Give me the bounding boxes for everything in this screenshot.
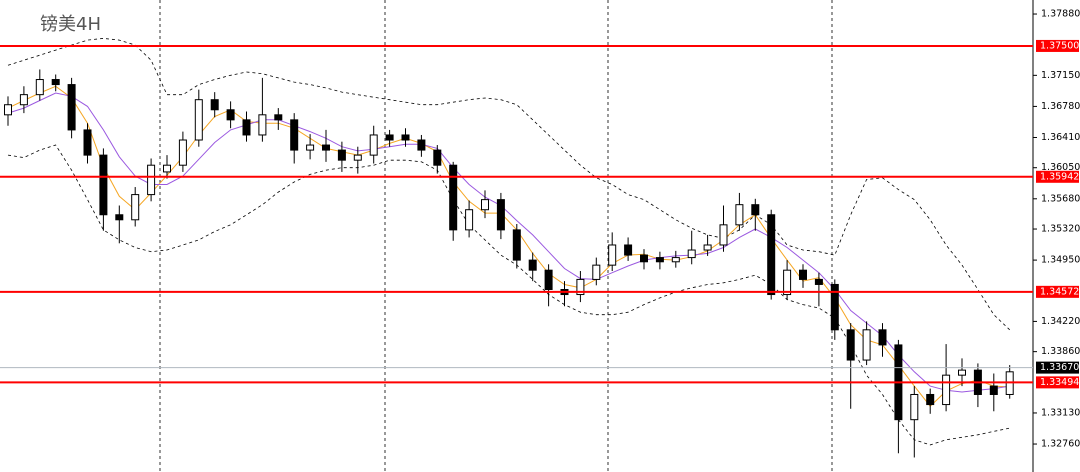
current-price-box <box>1036 361 1079 374</box>
y-tick-label: 1.32760 <box>1041 439 1080 450</box>
y-tick-label: 1.34220 <box>1041 316 1080 327</box>
current-price-label: 1.33670 <box>1040 362 1079 373</box>
candle-body <box>83 129 92 156</box>
candle-body <box>958 369 966 376</box>
y-tick-label: 1.33130 <box>1041 407 1080 418</box>
candle-body <box>989 385 998 395</box>
candle-body <box>242 119 251 136</box>
lower-band <box>7 144 1010 446</box>
candle-body <box>385 134 394 141</box>
candle-body <box>592 264 601 280</box>
y-tick-label: 1.33860 <box>1041 346 1080 357</box>
y-tick-label: 1.37880 <box>1041 9 1080 20</box>
level-box <box>1036 170 1079 183</box>
candle-body <box>35 79 44 96</box>
candle-body <box>846 329 855 361</box>
candle-body <box>926 393 935 406</box>
candle-body <box>163 164 171 173</box>
y-tick-label: 1.34950 <box>1041 255 1080 266</box>
candle-body <box>576 278 585 296</box>
candle-body <box>862 329 871 361</box>
level-box <box>1036 285 1079 298</box>
level-box <box>1036 39 1079 52</box>
candle-body <box>417 139 426 151</box>
candle-body <box>942 374 951 406</box>
candle-body <box>306 144 315 151</box>
candle-body <box>147 164 156 196</box>
candle-body <box>624 244 633 256</box>
candle-body <box>51 79 60 86</box>
candle-body <box>608 244 617 266</box>
candle-body <box>401 134 410 141</box>
candle-body <box>194 99 203 141</box>
level-label: 1.33494 <box>1040 377 1079 388</box>
candle-body <box>655 257 664 263</box>
candle-body <box>290 119 299 151</box>
candle-body <box>671 257 680 263</box>
level-label: 1.34572 <box>1040 286 1079 297</box>
candle-body <box>640 254 648 263</box>
candle-body <box>337 149 346 161</box>
moving-average <box>7 92 1010 393</box>
candle-body <box>528 259 537 271</box>
y-tick-label: 1.36410 <box>1041 132 1080 143</box>
candle-body <box>687 249 696 259</box>
candle-body <box>322 144 330 151</box>
candle-body <box>512 229 521 261</box>
candle-body <box>481 199 489 211</box>
y-tick-label: 1.35320 <box>1041 224 1080 235</box>
candle-body <box>433 149 442 166</box>
upper-band <box>7 37 1010 331</box>
y-tick-label: 1.36050 <box>1041 162 1080 173</box>
level-box <box>1036 376 1079 389</box>
level-label: 1.35942 <box>1040 171 1079 182</box>
candle-body <box>783 269 792 296</box>
candle-body <box>496 199 505 231</box>
candle-body <box>544 269 553 290</box>
candle-body <box>99 154 108 216</box>
candle-body <box>910 393 919 421</box>
candle-body <box>258 114 267 136</box>
y-tick-label: 1.35680 <box>1041 193 1080 204</box>
candle-body <box>767 214 776 296</box>
chart-title: 镑美4H <box>40 14 101 35</box>
candle-body <box>274 114 283 121</box>
candle-body <box>226 109 235 121</box>
candle-body <box>353 154 362 161</box>
candle-body <box>210 99 219 111</box>
candle-body <box>131 194 140 221</box>
y-tick-label: 1.37150 <box>1041 70 1080 81</box>
candle-body <box>465 209 474 231</box>
candle-body <box>369 134 378 156</box>
candle-body <box>67 84 76 131</box>
candle-body <box>735 204 744 226</box>
candle-body <box>703 244 712 251</box>
moving-average <box>7 85 1010 407</box>
candle-body <box>878 329 887 346</box>
candle-body <box>830 283 839 331</box>
candle-body <box>178 139 187 166</box>
y-tick-label: 1.36780 <box>1041 101 1080 112</box>
candle-body <box>449 164 458 231</box>
candle-body <box>799 269 807 280</box>
candle-body <box>751 204 760 216</box>
candle-body <box>4 104 12 116</box>
candle-body <box>719 224 728 246</box>
candle-body <box>814 278 823 285</box>
candle-body <box>115 214 124 221</box>
candle-body <box>19 94 28 106</box>
level-label: 1.37500 <box>1040 40 1079 51</box>
